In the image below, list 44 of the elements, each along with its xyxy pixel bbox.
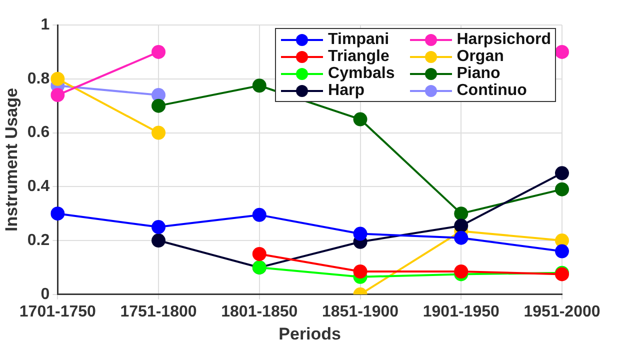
legend-label: Harpsichord	[456, 31, 551, 48]
point	[454, 264, 468, 278]
legend-label: Cymbals	[328, 65, 395, 82]
point	[353, 226, 368, 241]
point	[252, 78, 266, 93]
point	[252, 208, 266, 222]
y-tick-label: 0.2	[27, 232, 50, 249]
point	[555, 244, 569, 258]
y-tick-label: 0.4	[27, 178, 50, 196]
y-tick-label: 1	[40, 16, 50, 34]
point	[353, 264, 368, 278]
point	[50, 88, 65, 102]
y-tick-label: 0.6	[27, 124, 50, 142]
point	[152, 98, 166, 113]
y-axis-title: Instrument Usage	[2, 88, 21, 232]
legend-label: Harp	[328, 82, 364, 99]
point	[454, 218, 468, 233]
point	[152, 234, 166, 248]
point	[454, 206, 468, 221]
point	[454, 230, 468, 245]
x-tick-label: 1901-1950	[422, 303, 500, 320]
x-axis-title: Periods	[278, 324, 341, 344]
point	[50, 72, 65, 86]
point	[50, 206, 65, 221]
point	[353, 112, 368, 126]
x-tick-label: 1851-1900	[322, 303, 399, 320]
point	[152, 44, 166, 59]
legend-label: Continuo	[456, 82, 527, 99]
legend-label: Piano	[456, 65, 500, 82]
point	[152, 220, 166, 234]
point	[555, 44, 569, 59]
point	[152, 126, 166, 140]
point	[555, 182, 569, 196]
x-tick-label: 1751-1800	[120, 303, 197, 320]
x-tick-label: 1951-2000	[524, 303, 600, 320]
legend-label: Timpani	[328, 31, 390, 48]
y-tick-label: 0	[40, 286, 50, 303]
legend-label: Organ	[456, 48, 504, 65]
point	[555, 166, 569, 180]
x-tick-label: 1701-1750	[19, 303, 96, 320]
y-tick-label: 0.8	[27, 70, 50, 88]
legend-label: Triangle	[328, 48, 390, 65]
x-tick-label: 1801-1850	[221, 303, 298, 320]
point	[252, 246, 266, 261]
